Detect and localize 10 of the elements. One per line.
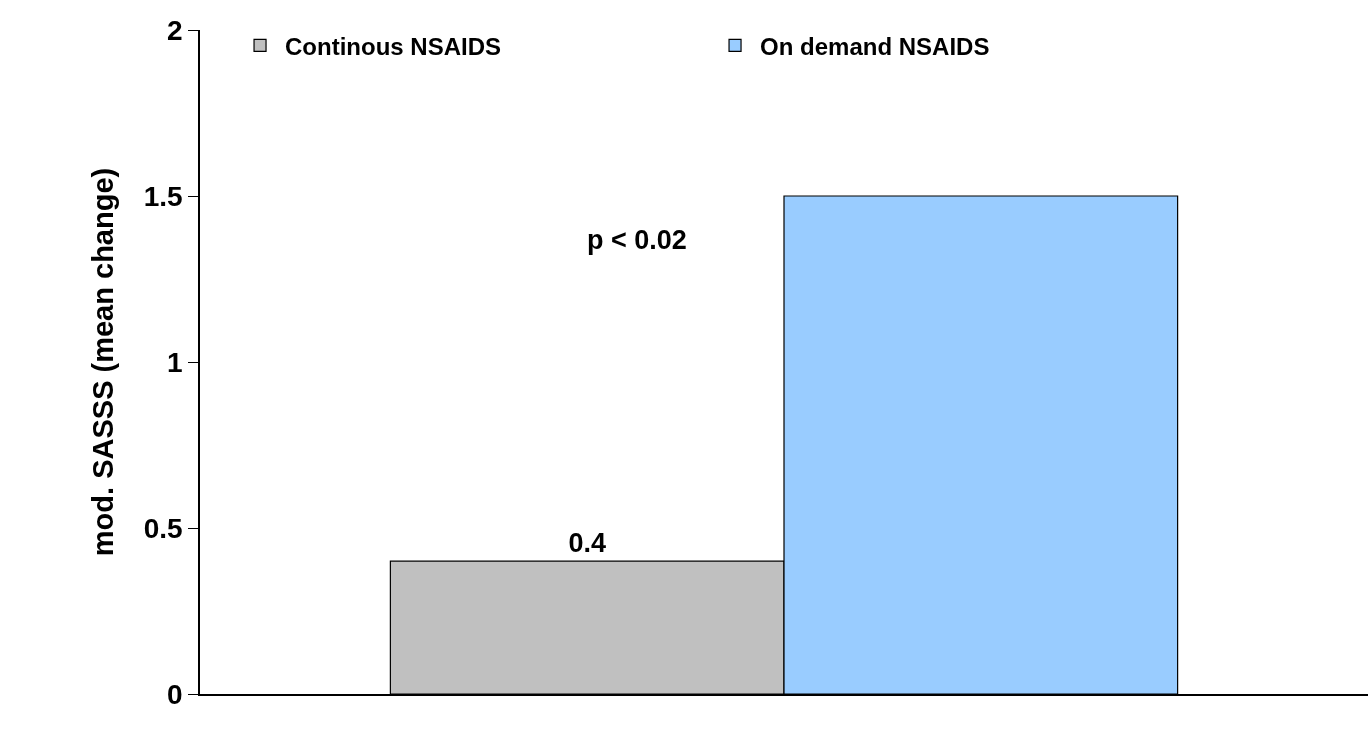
y-tick-label: 1 [167, 346, 183, 378]
y-tick-label: 1.5 [143, 180, 183, 212]
annotation: p < 0.02 [587, 225, 687, 255]
y-tick-label: 0.5 [143, 512, 183, 544]
legend-label: On demand NSAIDS [760, 32, 990, 60]
y-tick-label: 2 [167, 14, 183, 46]
legend-label: Continous NSAIDS [285, 32, 502, 60]
y-tick-label: 0 [167, 678, 183, 710]
y-axis-title: mod. SASSS (mean change) [86, 167, 119, 557]
data-label: 0.4 [568, 528, 606, 559]
